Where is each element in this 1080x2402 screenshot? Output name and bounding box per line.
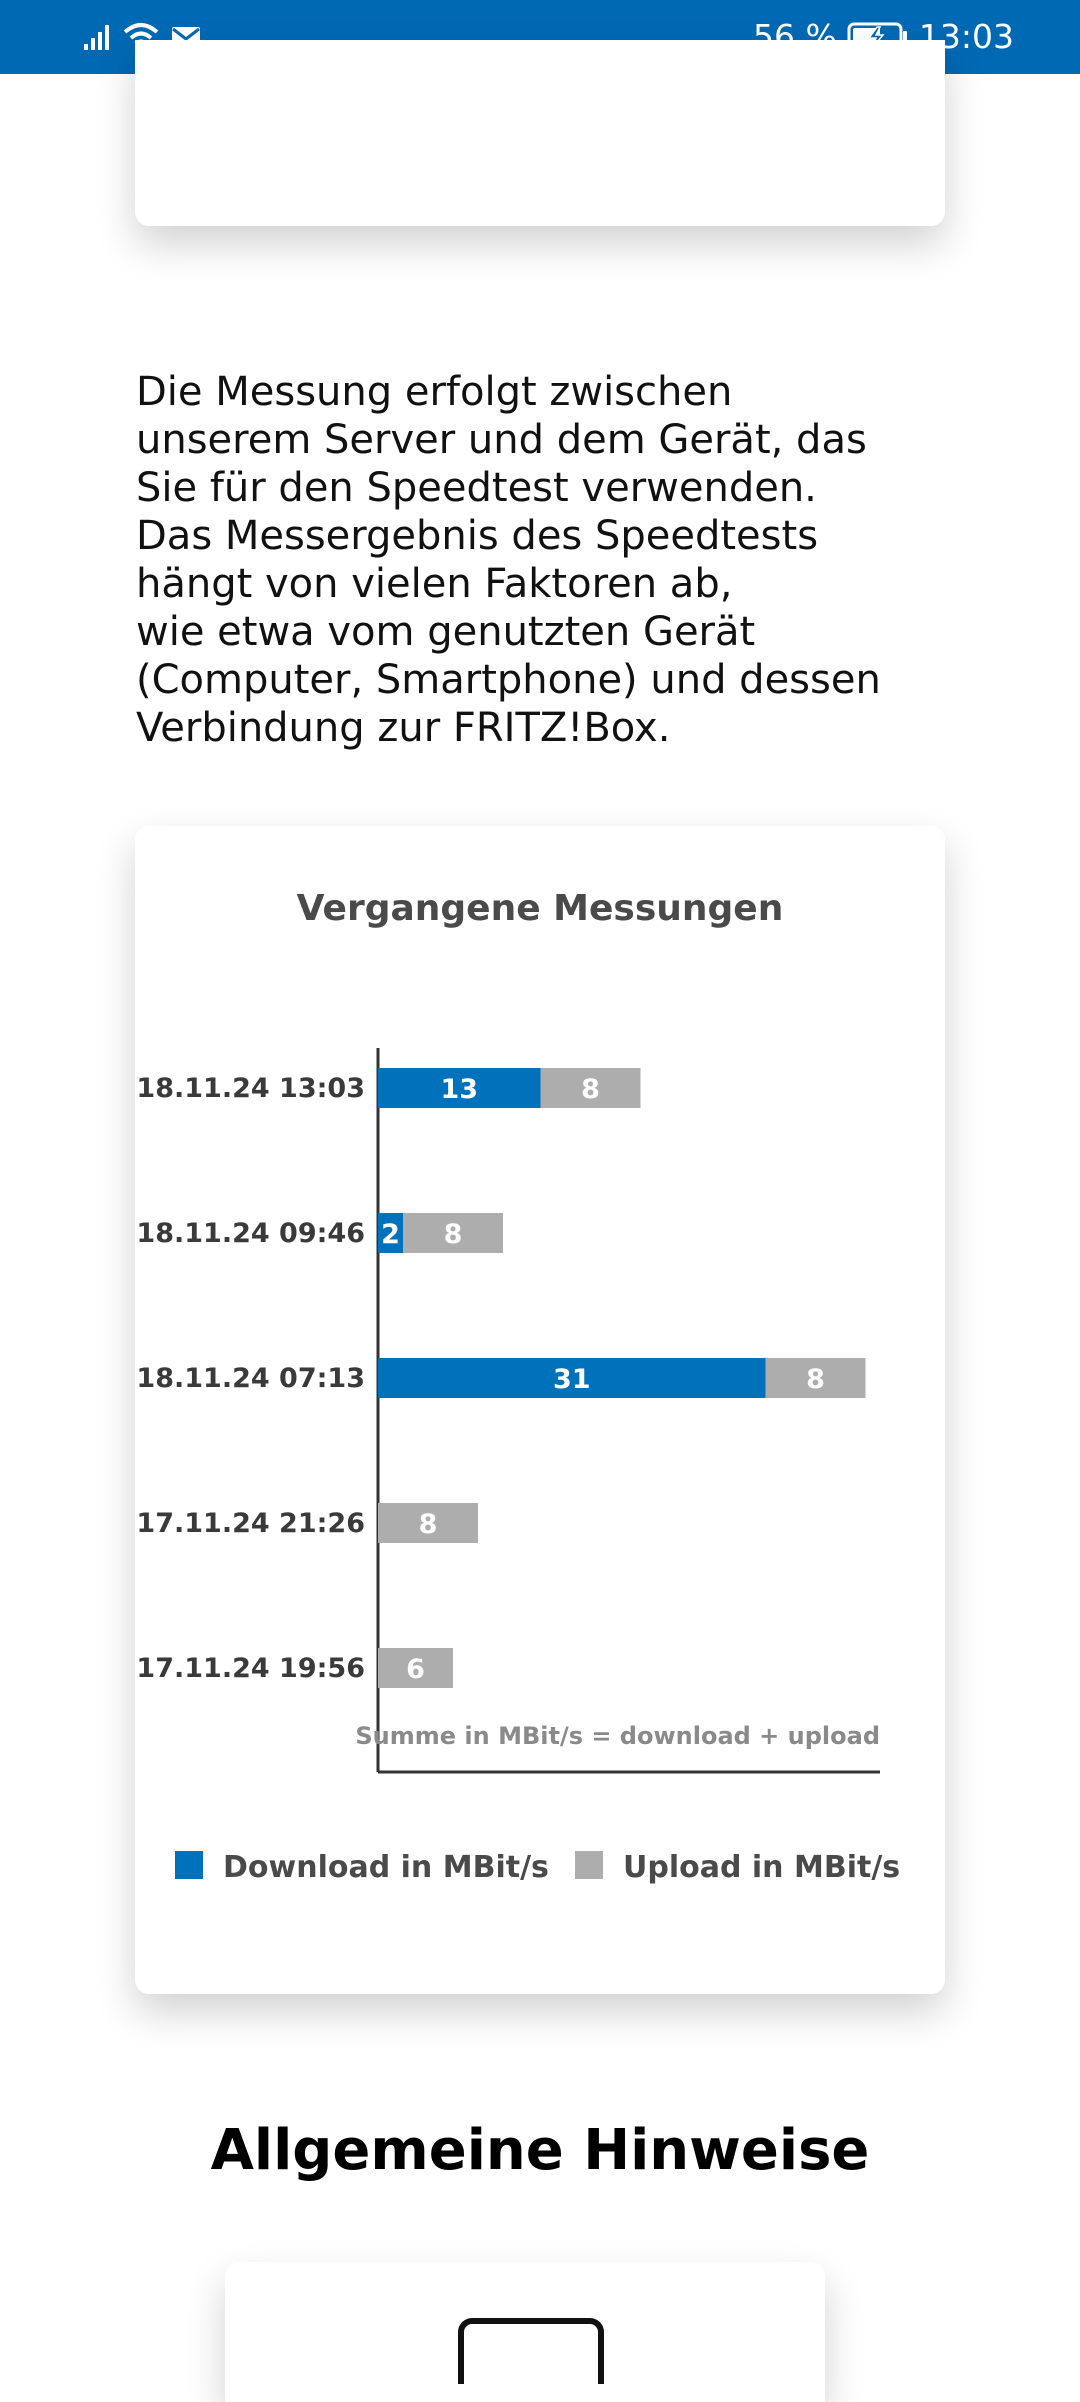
legend-upload-label: Upload in MBit/s — [623, 1850, 900, 1885]
download-bar — [378, 1213, 403, 1253]
signal-icon — [84, 25, 109, 50]
download-value-label: 13 — [440, 1074, 478, 1105]
upload-bar — [378, 1503, 478, 1543]
chart-title: Vergangene Messungen — [297, 888, 784, 929]
upload-bar — [378, 1648, 453, 1688]
section-title: Allgemeine Hinweise — [210, 2118, 870, 2183]
upload-value-label: 8 — [806, 1364, 825, 1395]
past-measurements-chart: Vergangene Messungen 18.11.24 13:03 13 8 18.… — [136, 888, 900, 1885]
category-label: 17.11.24 19:56 — [136, 1653, 365, 1684]
upload-value-label: 6 — [406, 1654, 425, 1685]
intro-paragraph: Die Messung erfolgt zwischen unserem Ser… — [136, 369, 881, 751]
sum-annotation: Summe in MBit/s = download + upload — [355, 1722, 880, 1750]
legend-download-label: Download in MBit/s — [223, 1850, 549, 1885]
category-label: 18.11.24 13:03 — [136, 1073, 365, 1104]
upload-value-label: 8 — [444, 1219, 463, 1250]
upload-bar — [765, 1358, 866, 1398]
top-card — [135, 40, 945, 226]
category-label: 18.11.24 09:46 — [136, 1218, 365, 1249]
upload-value-label: 8 — [581, 1074, 600, 1105]
legend-download-swatch — [175, 1851, 203, 1879]
legend-upload-swatch — [575, 1851, 603, 1879]
download-bar — [378, 1068, 541, 1108]
download-value-label: 2 — [381, 1219, 400, 1250]
past-measurements-card: Vergangene Messungen 18.11.24 13:03 13 8 18.… — [135, 826, 945, 1994]
upload-bar — [540, 1068, 641, 1108]
upload-bar — [403, 1213, 503, 1253]
category-label: 17.11.24 21:26 — [136, 1508, 365, 1539]
upload-value-label: 8 — [419, 1509, 438, 1540]
download-bar — [378, 1358, 766, 1398]
download-value-label: 31 — [553, 1364, 591, 1395]
device-icon — [458, 2318, 604, 2384]
category-label: 18.11.24 07:13 — [136, 1363, 365, 1394]
